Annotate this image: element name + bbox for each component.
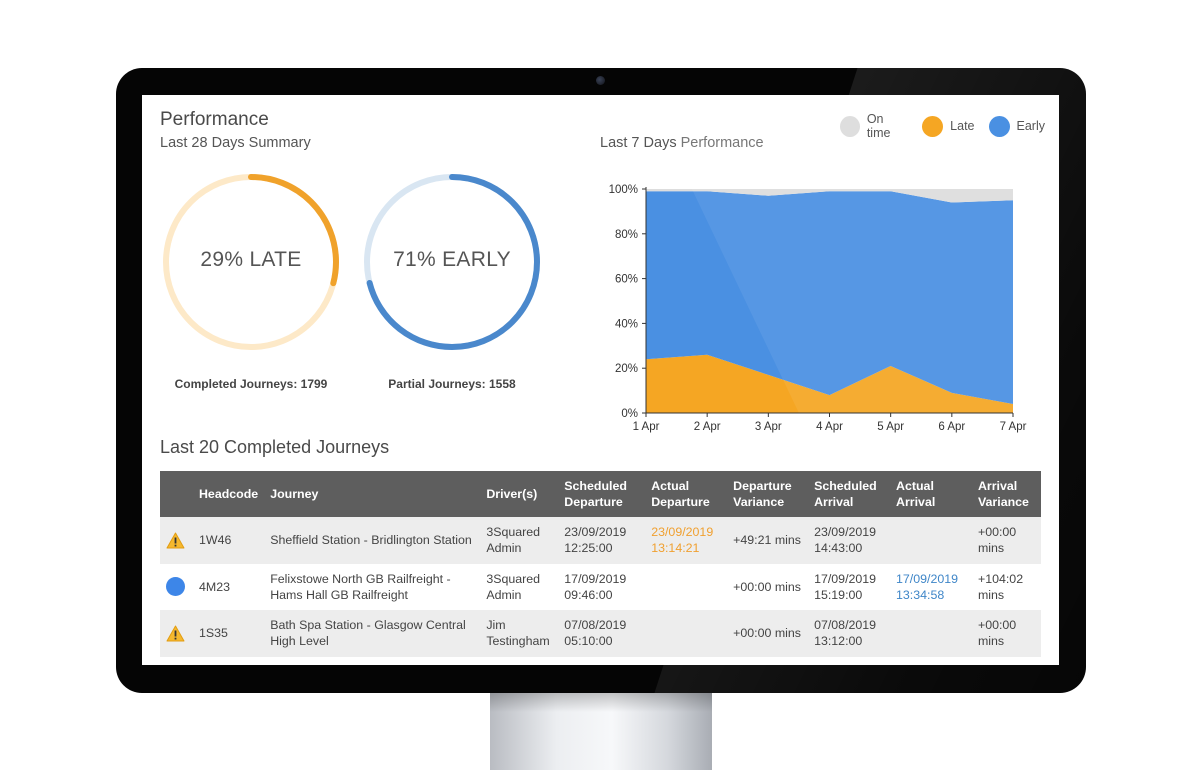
x-tick-label: 6 Apr bbox=[938, 421, 965, 433]
legend-label-late: Late bbox=[950, 119, 975, 133]
early-donut-label: 71% EARLY bbox=[393, 248, 511, 271]
column-header-journey[interactable]: Journey bbox=[264, 471, 481, 517]
legend-item-early[interactable]: Early bbox=[988, 115, 1045, 137]
cell-actual-arrival bbox=[890, 517, 972, 564]
column-header-headcode[interactable]: Headcode bbox=[192, 471, 265, 517]
row-status-cell bbox=[160, 610, 193, 657]
cell-headcode: 1W46 bbox=[192, 517, 265, 564]
cell-headcode: 1S35 bbox=[192, 610, 265, 657]
column-header-actual-arrival[interactable]: Actual Arrival bbox=[890, 471, 972, 517]
journeys-section-title: Last 20 Completed Journeys bbox=[160, 437, 390, 457]
column-header-actual-departure[interactable]: Actual Departure bbox=[645, 471, 728, 517]
cell-departure-variance: +49:21 mins bbox=[727, 517, 809, 564]
x-tick-label: 1 Apr bbox=[633, 421, 660, 433]
cell-actual-departure bbox=[645, 610, 728, 657]
cell-actual-arrival bbox=[890, 610, 972, 657]
area-series-early bbox=[646, 191, 1013, 405]
y-tick-label: 80% bbox=[615, 229, 638, 241]
column-header-scheduled-arrival[interactable]: Scheduled Arrival bbox=[808, 471, 891, 517]
table-row[interactable]: 4M23 Felixstowe North GB Railfreight - H… bbox=[160, 563, 1041, 610]
row-status-cell bbox=[160, 563, 193, 610]
late-donut-arc bbox=[163, 174, 339, 350]
legend-dot-early bbox=[988, 115, 1010, 137]
cell-journey: Bath Spa Station - Glasgow Central High … bbox=[264, 610, 481, 657]
x-tick-label: 3 Apr bbox=[755, 421, 782, 433]
camera-icon bbox=[596, 76, 605, 85]
cell-drivers: 3Squared Admin bbox=[480, 517, 559, 564]
legend-dot-on-time bbox=[840, 115, 860, 137]
column-header-drivers[interactable]: Driver(s) bbox=[480, 471, 559, 517]
legend-label-early: Early bbox=[1016, 119, 1045, 133]
chart-glare bbox=[691, 189, 1013, 413]
cell-actual-departure bbox=[645, 563, 728, 610]
cell-headcode: 4M23 bbox=[192, 563, 265, 610]
cell-journey: Sheffield Station - Bridlington Station bbox=[264, 517, 481, 564]
journeys-table: Headcode Journey Driver(s) Scheduled Dep… bbox=[160, 471, 1041, 657]
chart-legend: On time Late Early bbox=[840, 112, 1059, 140]
chart-subtitle-suffix: Performance bbox=[680, 135, 764, 151]
status-column-header bbox=[160, 471, 193, 517]
cell-actual-departure: 23/09/2019 13:14:21 bbox=[645, 517, 728, 564]
chart-subtitle: Last 7 Days Performance bbox=[600, 135, 764, 151]
legend-dot-late bbox=[922, 115, 944, 137]
cell-arrival-variance: +104:02 mins bbox=[971, 563, 1041, 610]
x-tick-label: 4 Apr bbox=[816, 421, 843, 433]
late-donut bbox=[163, 174, 339, 350]
y-tick-label: 40% bbox=[615, 318, 638, 330]
cell-scheduled-departure: 17/09/2019 09:46:00 bbox=[558, 563, 646, 610]
legend-label-on-time: On time bbox=[866, 112, 891, 140]
early-dot-icon bbox=[166, 577, 185, 597]
early-donut bbox=[364, 174, 540, 350]
area-series-late bbox=[646, 354, 1013, 413]
y-tick-label: 0% bbox=[621, 408, 638, 420]
summary-subtitle: Last 28 Days Summary bbox=[160, 135, 311, 151]
dashboard-screen: Performance Last 28 Days Summary Last 7 … bbox=[142, 95, 1059, 665]
warning-icon bbox=[166, 532, 185, 549]
cell-scheduled-departure: 23/09/2019 12:25:00 bbox=[558, 517, 646, 564]
early-donut-arc bbox=[364, 174, 540, 350]
cell-drivers: 3Squared Admin bbox=[480, 563, 559, 610]
performance-area-chart: 100% 80% 60% 40% 20% 0%1 Apr 2 Apr 3 Apr 4 Apr 5 … bbox=[609, 184, 1027, 433]
late-donut-label: 29% LATE bbox=[200, 248, 302, 271]
column-header-arrival-variance[interactable]: Arrival Variance bbox=[971, 471, 1041, 517]
monitor-stand bbox=[490, 690, 712, 770]
table-row[interactable]: 1S35 Bath Spa Station - Glasgow Central … bbox=[160, 610, 1041, 657]
cell-arrival-variance: +00:00 mins bbox=[971, 517, 1041, 564]
legend-item-late[interactable]: Late bbox=[922, 115, 975, 137]
x-tick-label: 7 Apr bbox=[1000, 421, 1027, 433]
area-series-on-time bbox=[646, 189, 1013, 203]
cell-departure-variance: +00:00 mins bbox=[727, 563, 809, 610]
y-tick-label: 100% bbox=[609, 184, 638, 196]
chart-subtitle-prefix: Last 7 Days bbox=[600, 135, 677, 151]
cell-scheduled-arrival: 23/09/2019 14:43:00 bbox=[808, 517, 891, 564]
table-row[interactable]: 1W46 Sheffield Station - Bridlington Sta… bbox=[160, 517, 1041, 564]
y-tick-label: 60% bbox=[615, 274, 638, 286]
cell-actual-arrival: 17/09/2019 13:34:58 bbox=[890, 563, 972, 610]
y-tick-label: 20% bbox=[615, 363, 638, 375]
x-tick-label: 2 Apr bbox=[694, 421, 721, 433]
monitor-stand-shadow bbox=[490, 690, 712, 712]
x-tick-label: 5 Apr bbox=[877, 421, 904, 433]
cell-journey: Felixstowe North GB Railfreight - Hams H… bbox=[264, 563, 481, 610]
legend-item-on-time[interactable]: On time bbox=[840, 112, 908, 140]
cell-arrival-variance: +00:00 mins bbox=[971, 610, 1041, 657]
table-header-row: Headcode Journey Driver(s) Scheduled Dep… bbox=[160, 471, 1041, 517]
cell-scheduled-arrival: 07/08/2019 13:12:00 bbox=[808, 610, 891, 657]
column-header-scheduled-departure[interactable]: Scheduled Departure bbox=[558, 471, 646, 517]
row-status-cell bbox=[160, 517, 193, 564]
partial-journeys-caption: Partial Journeys: 1558 bbox=[388, 377, 516, 391]
warning-icon bbox=[166, 625, 185, 642]
cell-drivers: Jim Testingham bbox=[480, 610, 559, 657]
cell-scheduled-arrival: 17/09/2019 15:19:00 bbox=[808, 563, 891, 610]
column-header-departure-variance[interactable]: Departure Variance bbox=[727, 471, 809, 517]
cell-departure-variance: +00:00 mins bbox=[727, 610, 809, 657]
page-title: Performance bbox=[160, 109, 269, 130]
cell-scheduled-departure: 07/08/2019 05:10:00 bbox=[558, 610, 646, 657]
completed-journeys-caption: Completed Journeys: 1799 bbox=[174, 377, 328, 391]
